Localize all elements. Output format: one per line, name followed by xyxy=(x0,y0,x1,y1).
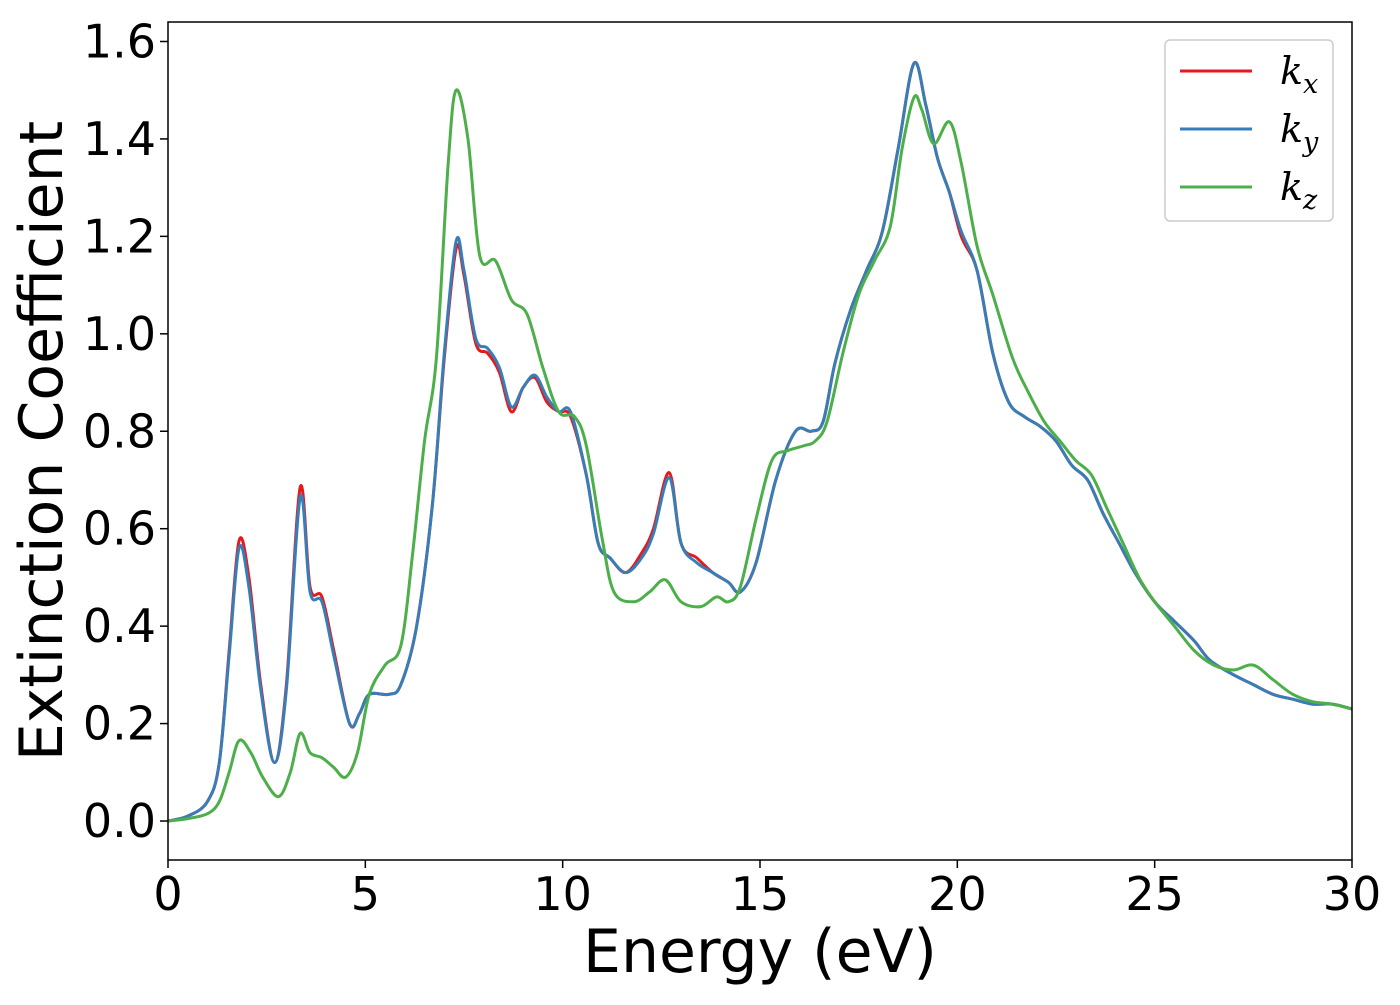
x-axis-ticks: 0 5 10 15 20 25 30 xyxy=(153,860,1381,921)
y-tick-label: 0.4 xyxy=(83,599,156,653)
x-axis-label: Energy (eV) xyxy=(583,917,937,987)
x-tick-label: 10 xyxy=(533,867,592,921)
x-tick-label: 30 xyxy=(1323,867,1382,921)
y-tick-label: 1.2 xyxy=(83,209,156,263)
series-line-kz xyxy=(167,88,1353,823)
series-line-ky xyxy=(167,60,1353,823)
y-tick-label: 1.0 xyxy=(83,307,156,361)
y-tick-label: 0.2 xyxy=(83,697,156,751)
x-tick-label: 15 xyxy=(731,867,790,921)
y-tick-label: 1.6 xyxy=(83,14,156,68)
y-tick-label: 0.0 xyxy=(83,794,156,848)
y-tick-label: 0.8 xyxy=(83,404,156,458)
y-tick-label: 1.4 xyxy=(83,112,156,166)
y-tick-label: 0.6 xyxy=(83,502,156,556)
x-tick-label: 25 xyxy=(1125,867,1184,921)
y-axis-ticks: 0.0 0.2 0.4 0.6 0.8 1.0 1.2 1.4 1.6 xyxy=(83,14,168,848)
x-tick-label: 20 xyxy=(928,867,987,921)
plot-lines xyxy=(167,60,1353,823)
x-tick-label: 0 xyxy=(153,867,182,921)
y-axis-label: Extinction Coefficient xyxy=(7,121,77,761)
x-tick-label: 5 xyxy=(351,867,380,921)
